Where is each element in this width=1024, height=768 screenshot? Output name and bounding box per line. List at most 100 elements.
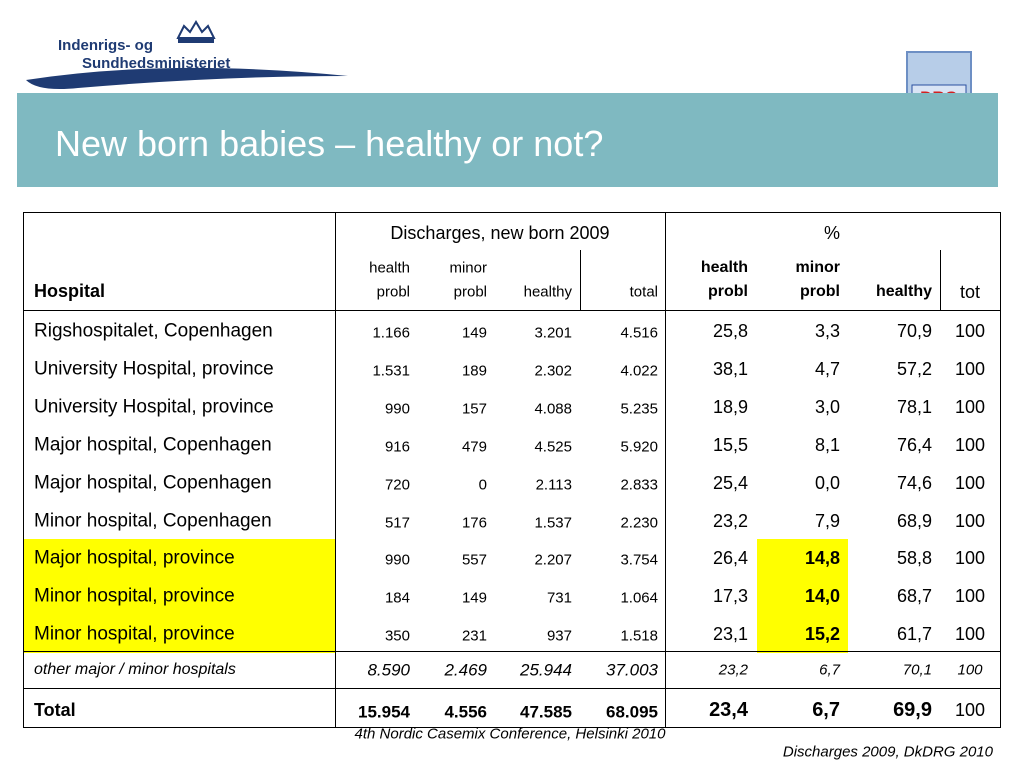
- count-cell: 149: [461, 589, 487, 607]
- count-cell: 990: [384, 400, 410, 418]
- hospital-name: University Hospital, province: [34, 396, 274, 418]
- total-cell: 6,7: [812, 699, 840, 721]
- divider: [580, 250, 581, 310]
- count-cell: 3.201: [534, 324, 572, 342]
- logo-line1: Indenrigs- og: [58, 37, 153, 54]
- count-cell: 176: [461, 514, 487, 531]
- percent-cell: 23,1: [712, 624, 748, 645]
- hospital-name: University Hospital, province: [34, 358, 274, 380]
- total-cell: 23,4: [709, 699, 748, 721]
- highlight: [757, 539, 848, 578]
- percent-cell: 100: [954, 321, 986, 341]
- count-cell: 1.537: [534, 514, 572, 531]
- value-cell: 70,1: [902, 661, 932, 679]
- count-cell: 4.088: [534, 400, 572, 418]
- count-cell: 231: [461, 627, 487, 645]
- count-cell: 2.230: [620, 514, 658, 531]
- count-cell: 2.207: [534, 551, 572, 569]
- value-cell: 6,7: [819, 661, 840, 679]
- total-label: Total: [34, 700, 76, 720]
- percent-cell: 26,4: [712, 548, 748, 569]
- percent-cell: 23,2: [712, 510, 748, 531]
- percent-cell: 78,1: [896, 396, 932, 417]
- group-header: %: [823, 223, 841, 243]
- count-cell: 184: [384, 589, 410, 607]
- percent-cell: 14,8: [804, 548, 840, 569]
- column-header: probl: [376, 283, 410, 301]
- count-cell: 4.516: [620, 324, 658, 342]
- value-cell: 37.003: [606, 660, 658, 680]
- percent-cell: 74,6: [896, 472, 932, 493]
- table-frame: [23, 212, 1001, 728]
- count-cell: 350: [384, 627, 410, 645]
- count-cell: 149: [461, 324, 487, 342]
- percent-cell: 100: [954, 472, 986, 493]
- divider: [335, 212, 336, 727]
- count-cell: 1.064: [620, 589, 658, 607]
- footer-source: Discharges 2009, DkDRG 2010: [782, 743, 993, 761]
- title-band: [17, 93, 998, 187]
- percent-cell: 8,1: [814, 434, 840, 455]
- column-header: healthy: [523, 283, 572, 301]
- count-cell: 2.113: [535, 476, 572, 494]
- value-cell: 25.944: [520, 660, 572, 680]
- count-cell: 990: [384, 551, 410, 569]
- hospital-name: Major hospital, Copenhagen: [34, 434, 272, 456]
- footer-conference: 4th Nordic Casemix Conference, Helsinki …: [354, 725, 666, 743]
- value-cell: 8.590: [367, 660, 410, 680]
- column-header: healthy: [875, 283, 932, 300]
- count-cell: 3.754: [620, 551, 658, 569]
- total-cell: 68.095: [606, 702, 658, 722]
- percent-cell: 100: [954, 358, 986, 379]
- percent-cell: 100: [954, 548, 986, 569]
- value-cell: 100: [957, 661, 983, 679]
- percent-cell: 18,9: [712, 396, 748, 417]
- highlight: [24, 577, 335, 616]
- count-cell: 479: [461, 438, 487, 456]
- count-cell: 731: [546, 589, 572, 607]
- count-cell: 0: [478, 476, 487, 494]
- percent-cell: 15,5: [712, 434, 748, 455]
- value-cell: 23,2: [718, 661, 748, 679]
- divider: [665, 212, 666, 727]
- percent-cell: 0,0: [814, 472, 840, 493]
- percent-cell: 76,4: [896, 434, 932, 455]
- total-cell: 47.585: [520, 702, 572, 722]
- hospital-name: Minor hospital, Copenhagen: [34, 510, 272, 531]
- highlight: [757, 577, 848, 616]
- count-cell: 916: [384, 438, 410, 456]
- divider: [940, 250, 941, 310]
- divider: [23, 651, 1000, 652]
- hospital-name: Rigshospitalet, Copenhagen: [34, 320, 273, 342]
- percent-cell: 15,2: [804, 624, 840, 645]
- percent-cell: 58,8: [896, 548, 932, 569]
- logo-line2: Sundhedsministeriet: [82, 55, 230, 72]
- percent-cell: 25,8: [712, 321, 748, 341]
- count-cell: 5.920: [620, 438, 658, 456]
- percent-cell: 4,7: [814, 358, 840, 379]
- hospital-name: Major hospital, province: [34, 547, 235, 569]
- highlight: [757, 615, 848, 654]
- group-header: Discharges, new born 2009: [390, 223, 610, 243]
- count-cell: 2.302: [534, 362, 572, 380]
- hospital-name: other major / minor hospitals: [34, 661, 236, 678]
- column-header: minor: [449, 259, 487, 277]
- count-cell: 157: [461, 400, 487, 418]
- hospital-name: Major hospital, Copenhagen: [34, 472, 272, 494]
- percent-cell: 68,7: [896, 586, 932, 607]
- column-header: minor: [795, 259, 840, 276]
- ministry-logo: Indenrigs- og Sundhedsministeriet: [26, 20, 348, 89]
- percent-cell: 38,1: [712, 358, 748, 379]
- divider: [23, 310, 1000, 311]
- total-cell: 100: [954, 700, 986, 720]
- count-cell: 517: [384, 514, 410, 531]
- percent-cell: 14,0: [804, 586, 840, 607]
- count-cell: 4.022: [620, 362, 658, 380]
- count-cell: 189: [461, 362, 487, 380]
- count-cell: 5.235: [620, 400, 658, 418]
- hospital-name: Minor hospital, province: [34, 585, 235, 607]
- divider: [23, 688, 1000, 689]
- column-header: Hospital: [34, 281, 106, 301]
- count-cell: 4.525: [534, 438, 572, 456]
